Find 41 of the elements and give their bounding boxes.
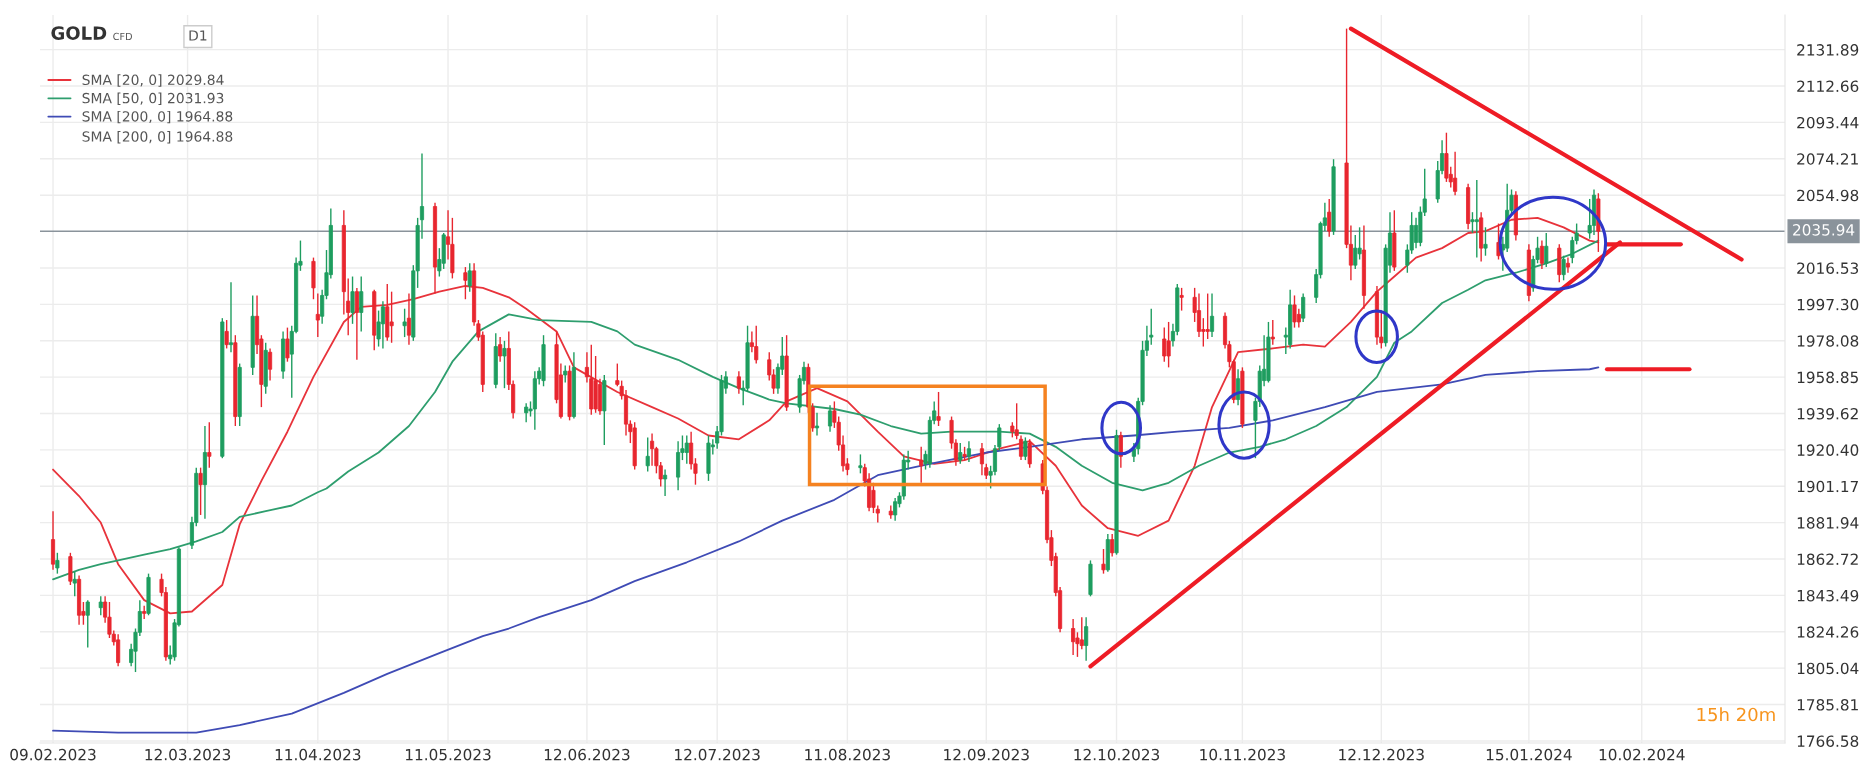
y-tick-label: 2112.66 xyxy=(1797,80,1859,93)
x-tick-label: 10.02.2024 xyxy=(1599,748,1685,761)
y-tick-label: 1901.17 xyxy=(1797,480,1858,493)
x-tick-label: 12.07.2023 xyxy=(675,748,760,761)
y-tick-label: 1843.49 xyxy=(1797,589,1859,602)
y-tick-label: 1939.62 xyxy=(1797,407,1858,420)
y-tick-label: 2074.21 xyxy=(1797,153,1858,165)
y-tick-label: 1920.40 xyxy=(1797,444,1859,456)
legend-label: SMA [20, 0] 2029.84 xyxy=(82,74,224,87)
x-tick-label: 09.02.2023 xyxy=(10,748,96,761)
annotation: D1 xyxy=(189,30,207,41)
y-tick-label: 1978.08 xyxy=(1797,335,1859,347)
x-tick-label: 12.12.2023 xyxy=(1339,748,1424,761)
y-tick-label: 1824.26 xyxy=(1797,626,1859,638)
x-tick-label: 12.09.2023 xyxy=(944,748,1029,761)
y-tick-label: 1805.04 xyxy=(1797,662,1859,675)
y-tick-label: 1785.81 xyxy=(1797,699,1858,711)
x-tick-label: 11.04.2023 xyxy=(275,748,361,761)
y-tick-label: 1881.94 xyxy=(1797,517,1859,529)
y-tick-label: 2131.89 xyxy=(1797,44,1859,56)
y-tick-label: 1997.30 xyxy=(1797,298,1859,311)
x-tick-label: 11.08.2023 xyxy=(805,748,890,761)
x-tick-label: 11.05.2023 xyxy=(405,748,491,761)
y-tick-label: 2093.44 xyxy=(1797,116,1859,129)
y-tick-label: 1958.85 xyxy=(1797,371,1858,384)
x-tick-label: 12.03.2023 xyxy=(145,748,231,761)
x-tick-label: 15.01.2024 xyxy=(1486,748,1572,761)
legend-label: SMA [200, 0] 1964.88 xyxy=(82,110,233,124)
y-tick-label: 1766.58 xyxy=(1797,735,1859,747)
text: GOLD xyxy=(51,26,107,40)
ref-line-label: 2035.94 xyxy=(1793,224,1855,236)
y-tick-label: 2054.98 xyxy=(1797,189,1859,202)
x-tick-label: 10.11.2023 xyxy=(1200,748,1285,761)
annotation: 15h 20m xyxy=(1697,707,1775,722)
x-tick-label: 12.06.2023 xyxy=(544,748,630,761)
x-tick-label: 12.10.2023 xyxy=(1074,748,1160,761)
annotation: SMA [200, 0] 1964.88 xyxy=(82,131,233,144)
legend-label: SMA [50, 0] 2031.93 xyxy=(82,92,224,105)
text: CFD xyxy=(113,32,132,41)
y-tick-label: 2016.53 xyxy=(1797,262,1859,274)
y-tick-label: 1862.72 xyxy=(1797,553,1858,566)
